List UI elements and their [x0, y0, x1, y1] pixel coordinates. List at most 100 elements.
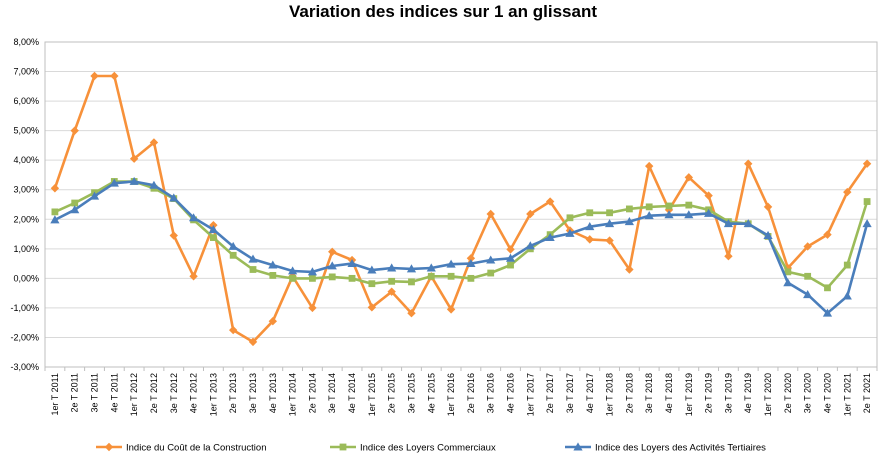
data-point-series-1	[684, 173, 694, 182]
x-tick-label: 1er T 2019	[684, 373, 694, 416]
data-point-series-2	[388, 277, 396, 285]
data-point-series-2	[804, 272, 812, 280]
data-point-series-3	[704, 208, 714, 217]
y-tick-label: 6,00%	[13, 96, 39, 106]
x-tick-label: 2e T 2013	[228, 373, 238, 413]
data-point-series-3	[50, 215, 60, 224]
data-point-series-1	[50, 184, 60, 193]
data-point-series-2	[348, 274, 356, 282]
x-tick-label: 4e T 2013	[268, 373, 278, 413]
x-tick-label: 1er T 2020	[763, 373, 773, 416]
x-tick-label: 4e T 2020	[822, 373, 832, 413]
legend-label-1: Indice du Coût de la Construction	[126, 443, 266, 454]
x-tick-label: 3e T 2014	[327, 373, 337, 413]
data-point-series-1	[744, 159, 753, 168]
x-tick-label: 4e T 2012	[189, 373, 199, 413]
data-point-series-2	[507, 261, 514, 269]
data-point-series-3	[248, 254, 258, 263]
data-point-series-3	[109, 178, 119, 187]
data-point-series-3	[624, 217, 634, 226]
y-tick-label: -1,00%	[10, 303, 39, 313]
data-point-series-1	[763, 202, 773, 212]
data-point-series-1	[308, 303, 317, 313]
x-tick-label: 3e T 2020	[803, 373, 813, 413]
x-tick-label: 2e T 2019	[704, 373, 714, 413]
x-tick-label: 2e T 2021	[862, 373, 872, 413]
data-point-series-3	[228, 241, 238, 250]
data-point-series-3	[466, 258, 476, 268]
data-point-series-1	[367, 303, 377, 312]
data-point-series-3	[307, 267, 318, 276]
data-point-series-1	[644, 161, 654, 171]
data-point-series-1	[625, 265, 634, 274]
data-point-series-3	[664, 210, 674, 219]
y-tick-label: 5,00%	[13, 126, 39, 136]
legend-marker-3	[573, 442, 583, 451]
y-tick-label: 4,00%	[13, 155, 39, 165]
data-point-series-1	[387, 287, 396, 296]
data-point-series-2	[427, 272, 435, 280]
data-point-series-2	[487, 269, 495, 277]
data-point-series-2	[328, 273, 336, 281]
data-point-series-2	[447, 272, 455, 280]
data-point-series-1	[724, 252, 733, 261]
data-point-series-3	[486, 255, 496, 264]
x-tick-label: 3e T 2013	[248, 373, 258, 413]
data-point-series-3	[169, 193, 179, 202]
data-point-series-2	[685, 201, 693, 209]
data-point-series-1	[328, 247, 337, 256]
chart-title: Variation des indices sur 1 an glissant	[288, 2, 597, 21]
data-point-series-1	[268, 317, 278, 326]
data-point-series-2	[368, 280, 376, 288]
data-point-series-3	[822, 308, 833, 317]
data-point-series-2	[289, 274, 297, 282]
x-tick-label: 1er T 2014	[288, 373, 298, 416]
data-point-series-2	[71, 199, 79, 207]
data-point-series-3	[268, 260, 278, 269]
data-point-series-1	[129, 154, 139, 163]
x-tick-label: 3e T 2017	[565, 373, 575, 413]
data-point-series-3	[347, 258, 357, 268]
data-point-series-3	[89, 191, 100, 200]
x-tick-label: 1er T 2013	[208, 373, 218, 416]
x-tick-label: 1er T 2021	[842, 373, 852, 416]
data-point-series-1	[862, 159, 872, 168]
x-tick-label: 3e T 2011	[90, 373, 100, 413]
data-point-series-3	[288, 266, 298, 275]
data-point-series-2	[784, 268, 792, 276]
data-point-series-3	[604, 219, 615, 228]
data-point-series-2	[863, 198, 871, 205]
x-tick-label: 2e T 2016	[466, 373, 476, 413]
y-tick-label: 1,00%	[13, 244, 39, 254]
data-point-series-3	[585, 222, 595, 231]
x-tick-label: 3e T 2012	[169, 373, 179, 413]
legend-marker-2	[339, 443, 347, 451]
x-tick-label: 2e T 2011	[70, 373, 80, 413]
x-tick-label: 3e T 2019	[723, 373, 733, 413]
data-point-series-3	[565, 228, 575, 237]
x-tick-label: 4e T 2017	[585, 373, 595, 413]
x-tick-label: 1er T 2012	[129, 373, 139, 416]
legend-label-2: Indice des Loyers Commerciaux	[360, 443, 496, 454]
data-point-series-3	[446, 259, 456, 268]
x-tick-label: 2e T 2017	[545, 373, 555, 413]
data-point-series-1	[446, 305, 456, 314]
y-tick-label: 7,00%	[13, 67, 39, 77]
data-point-series-1	[169, 231, 178, 240]
data-point-series-1	[526, 209, 535, 219]
y-tick-label: 2,00%	[13, 214, 39, 224]
data-point-series-2	[824, 284, 831, 292]
data-point-series-3	[525, 241, 535, 250]
data-point-series-1	[189, 272, 198, 281]
data-point-series-2	[665, 202, 673, 210]
data-point-series-1	[149, 138, 159, 147]
data-point-series-3	[426, 263, 436, 272]
x-tick-label: 2e T 2014	[307, 373, 317, 413]
data-point-series-1	[228, 325, 238, 335]
data-point-series-1	[803, 242, 812, 251]
x-tick-label: 2e T 2015	[387, 373, 397, 413]
x-tick-label: 1er T 2017	[525, 373, 535, 416]
x-tick-label: 4e T 2011	[109, 373, 119, 413]
data-point-series-1	[466, 254, 476, 263]
